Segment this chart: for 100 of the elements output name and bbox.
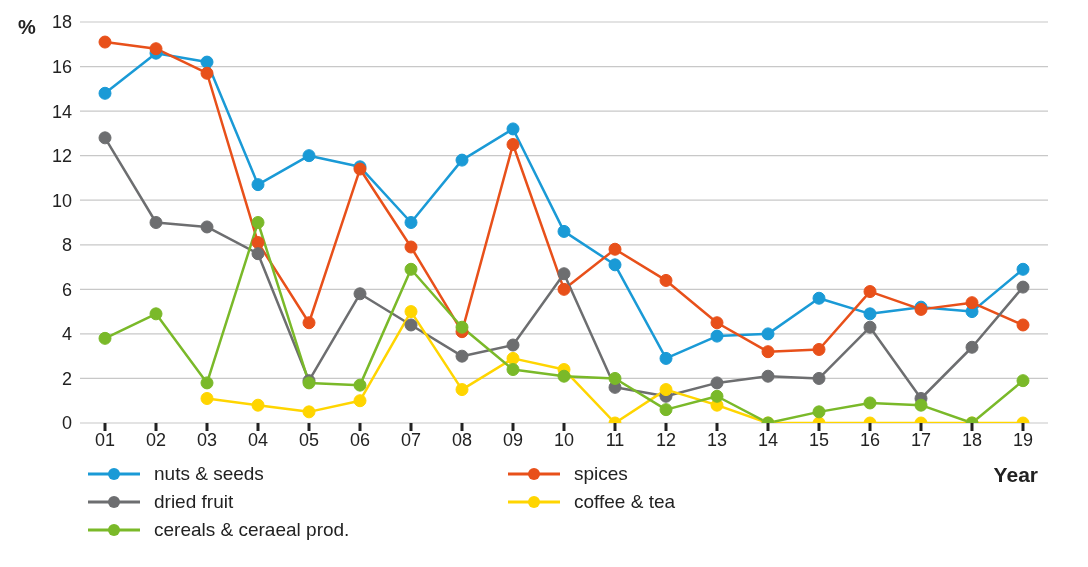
x-tick-label: 07 — [400, 429, 422, 450]
point — [98, 131, 112, 145]
y-tick-label: 18 — [51, 12, 72, 33]
legend-label: nuts & seeds — [154, 463, 264, 485]
point — [251, 398, 265, 412]
x-axis-title: Year — [993, 463, 1038, 487]
point — [761, 327, 775, 341]
point — [965, 340, 979, 354]
point — [506, 138, 520, 152]
point — [149, 42, 163, 56]
point — [455, 153, 469, 167]
point — [506, 338, 520, 352]
y-tick-label: 4 — [61, 324, 72, 345]
y-tick-label: 8 — [61, 235, 72, 256]
point — [251, 236, 265, 250]
x-tick-label: 15 — [808, 429, 830, 450]
y-tick-label: 16 — [51, 56, 72, 77]
x-tick-label: 14 — [757, 429, 779, 450]
point — [812, 291, 826, 305]
point — [200, 391, 214, 405]
point — [404, 262, 418, 276]
point — [404, 305, 418, 319]
point — [1016, 280, 1030, 294]
point — [302, 149, 316, 163]
y-axis-title: % — [18, 16, 36, 39]
point — [1016, 262, 1030, 276]
x-tick-label: 05 — [298, 429, 320, 450]
x-tick-label: 02 — [145, 429, 167, 450]
x-tick-label: 16 — [859, 429, 881, 450]
point — [200, 220, 214, 234]
point — [710, 329, 724, 343]
legend-label: dried fruit — [154, 491, 234, 513]
point — [812, 405, 826, 419]
point — [455, 320, 469, 334]
point — [200, 55, 214, 69]
point — [659, 273, 673, 287]
x-tick-label: 01 — [94, 429, 116, 450]
point — [608, 258, 622, 272]
point — [557, 282, 571, 296]
point — [608, 371, 622, 385]
point — [98, 35, 112, 49]
point — [1016, 318, 1030, 332]
x-tick-label: 04 — [247, 429, 269, 450]
point — [812, 342, 826, 356]
point — [557, 369, 571, 383]
point — [353, 287, 367, 301]
legend-label: spices — [574, 463, 628, 485]
point — [863, 307, 877, 321]
x-tick-label: 09 — [502, 429, 524, 450]
point — [914, 398, 928, 412]
x-tick-label: 13 — [706, 429, 728, 450]
x-tick-label: 12 — [655, 429, 677, 450]
y-tick-label: 6 — [61, 279, 72, 300]
point — [965, 296, 979, 310]
point — [659, 403, 673, 417]
point — [761, 345, 775, 359]
y-tick-label: 2 — [61, 368, 72, 389]
point — [404, 318, 418, 332]
point — [404, 216, 418, 229]
point — [302, 405, 316, 419]
point — [353, 378, 367, 392]
point — [812, 371, 826, 385]
point — [557, 267, 571, 281]
legend-label: coffee & tea — [574, 491, 676, 513]
point — [200, 66, 214, 80]
x-tick-label: 03 — [196, 429, 218, 450]
point — [863, 285, 877, 299]
point — [863, 320, 877, 334]
x-tick-label: 19 — [1012, 429, 1034, 450]
x-tick-label: 08 — [451, 429, 473, 450]
point — [659, 351, 673, 365]
point — [302, 316, 316, 330]
point — [557, 224, 571, 238]
point — [506, 363, 520, 377]
point — [455, 383, 469, 397]
point — [863, 396, 877, 410]
point — [761, 369, 775, 383]
point — [506, 351, 520, 365]
point — [251, 178, 265, 192]
y-tick-label: 0 — [61, 413, 72, 434]
point — [98, 86, 112, 100]
x-tick-label: 11 — [605, 429, 625, 450]
legend-label: cereals & ceraeal prod. — [154, 519, 350, 541]
point — [353, 394, 367, 408]
point — [1016, 374, 1030, 388]
point — [710, 389, 724, 403]
point — [710, 316, 724, 330]
point — [149, 216, 163, 229]
point — [98, 331, 112, 345]
point — [404, 240, 418, 254]
point — [251, 247, 265, 261]
point — [506, 122, 520, 136]
x-tick-label: 10 — [553, 429, 575, 450]
point — [710, 376, 724, 390]
point — [608, 242, 622, 256]
x-tick-label: 17 — [910, 429, 932, 450]
y-tick-label: 14 — [51, 101, 72, 122]
y-tick-label: 10 — [51, 190, 72, 211]
point — [659, 383, 673, 397]
point — [200, 376, 214, 390]
